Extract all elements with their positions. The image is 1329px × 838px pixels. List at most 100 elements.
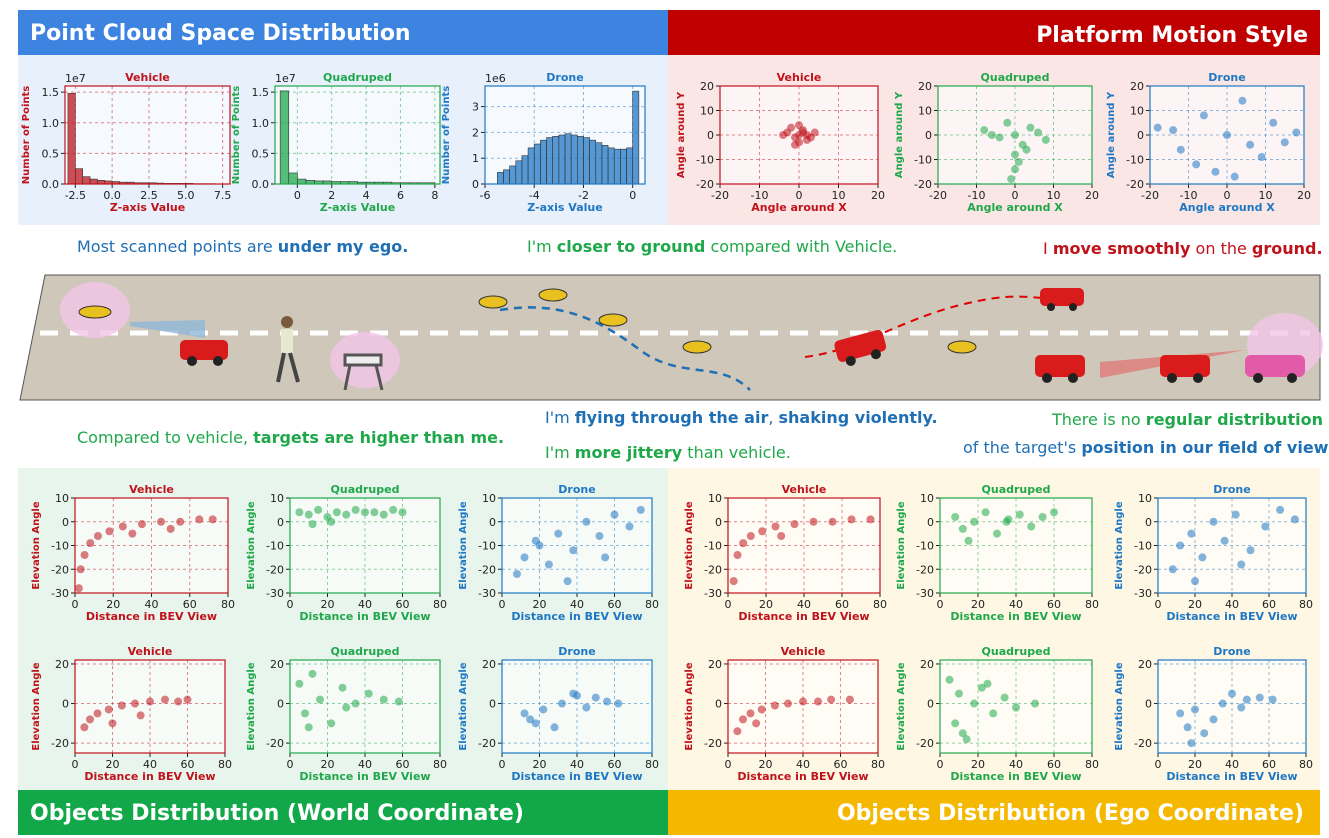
point [1191,705,1199,714]
point [161,695,169,704]
x-tick-label: 20 [971,598,985,611]
x-tick-label: 60 [835,598,849,611]
y-tick-label: 20 [270,658,284,671]
y-tick-label: -20 [916,737,934,750]
point [595,532,604,540]
x-tick-label: 80 [1085,598,1099,611]
plot-frame [719,85,879,185]
x-tick-label: 20 [106,758,120,771]
x-tick-label: 20 [871,189,885,202]
point [1218,699,1227,708]
point [987,131,996,139]
x-tick-label: 20 [533,758,547,771]
point [1246,546,1255,555]
y-tick-label: 1 [472,152,479,165]
point [810,128,819,137]
caption: I'm closer to ground compared with Vehic… [527,237,897,256]
point [370,508,379,517]
point [964,536,973,545]
x-tick-label: 80 [433,598,447,611]
x-tick-label: 2.5 [140,189,158,202]
point [1176,709,1185,718]
point [342,703,351,712]
y-tick-label: 0.5 [42,147,60,160]
y-tick-label: 20 [700,80,714,93]
x-axis-label: Angle around X [751,201,847,214]
point [308,520,317,529]
point [802,131,811,139]
y-tick-label: -30 [704,587,722,600]
bar [552,135,560,185]
plot-frame [939,497,1093,594]
bar [632,90,640,185]
point [1237,703,1246,712]
point [983,679,992,688]
point [958,729,967,738]
y-tick-label: 0.0 [252,178,270,191]
point [183,695,192,704]
plot-area [275,86,440,184]
banner-title: Platform Motion Style [1036,23,1308,48]
plot-frame [727,659,879,754]
y-tick-label: 10 [1130,105,1144,118]
point [777,532,786,540]
y-tick-label: -10 [478,540,496,553]
bar [515,160,523,185]
bar [288,172,298,185]
point [195,515,204,524]
point [847,515,856,524]
point [951,513,960,521]
y-tick-label: -20 [1126,178,1144,191]
x-tick-label: 60 [608,598,622,611]
car [1160,355,1210,383]
axis-scale-label: 1e7 [275,72,296,85]
x-tick-label: 60 [1047,758,1061,771]
point [980,126,989,135]
point [1183,723,1192,732]
point [301,709,309,718]
bar [589,139,597,185]
point [1200,729,1209,738]
point [981,508,990,517]
caption-segment: There is no [1051,410,1146,429]
point [117,701,126,710]
plot-frame [289,497,441,594]
point [1011,150,1019,159]
point [80,551,89,559]
chart-title: Vehicle [128,645,173,658]
point [791,140,800,149]
caption-segment: I [1043,239,1053,258]
axis-scale-label: 1e6 [485,72,506,85]
point [591,693,600,702]
car [1035,355,1085,383]
point [1168,565,1177,574]
caption-segment: more jittery [575,443,683,462]
point [157,517,166,526]
x-tick-label: 60 [834,758,848,771]
plot-frame [64,85,231,185]
point [1209,517,1218,526]
drone-path [499,306,751,391]
point [1261,522,1270,531]
chart-title: Quadruped [331,483,400,496]
y-tick-label: 0 [62,698,69,711]
caption-segment: than vehicle. [682,443,791,462]
x-tick-label: 0 [937,598,944,611]
point [610,510,619,519]
x-tick-label: 0 [796,189,803,202]
y-tick-label: -10 [696,154,714,167]
y-tick-label: 10 [270,492,284,505]
point [76,565,85,574]
chart-title: Drone [1208,71,1245,84]
point [520,553,529,562]
point [729,577,738,586]
point [295,508,304,517]
point [342,510,351,519]
y-axis-label: Angle around Y [1106,91,1117,178]
x-axis-label: Distance in BEV View [84,770,215,783]
point [958,524,967,533]
bar [521,155,529,185]
y-tick-label: -20 [914,178,932,191]
point [118,522,127,531]
point [1041,135,1050,144]
